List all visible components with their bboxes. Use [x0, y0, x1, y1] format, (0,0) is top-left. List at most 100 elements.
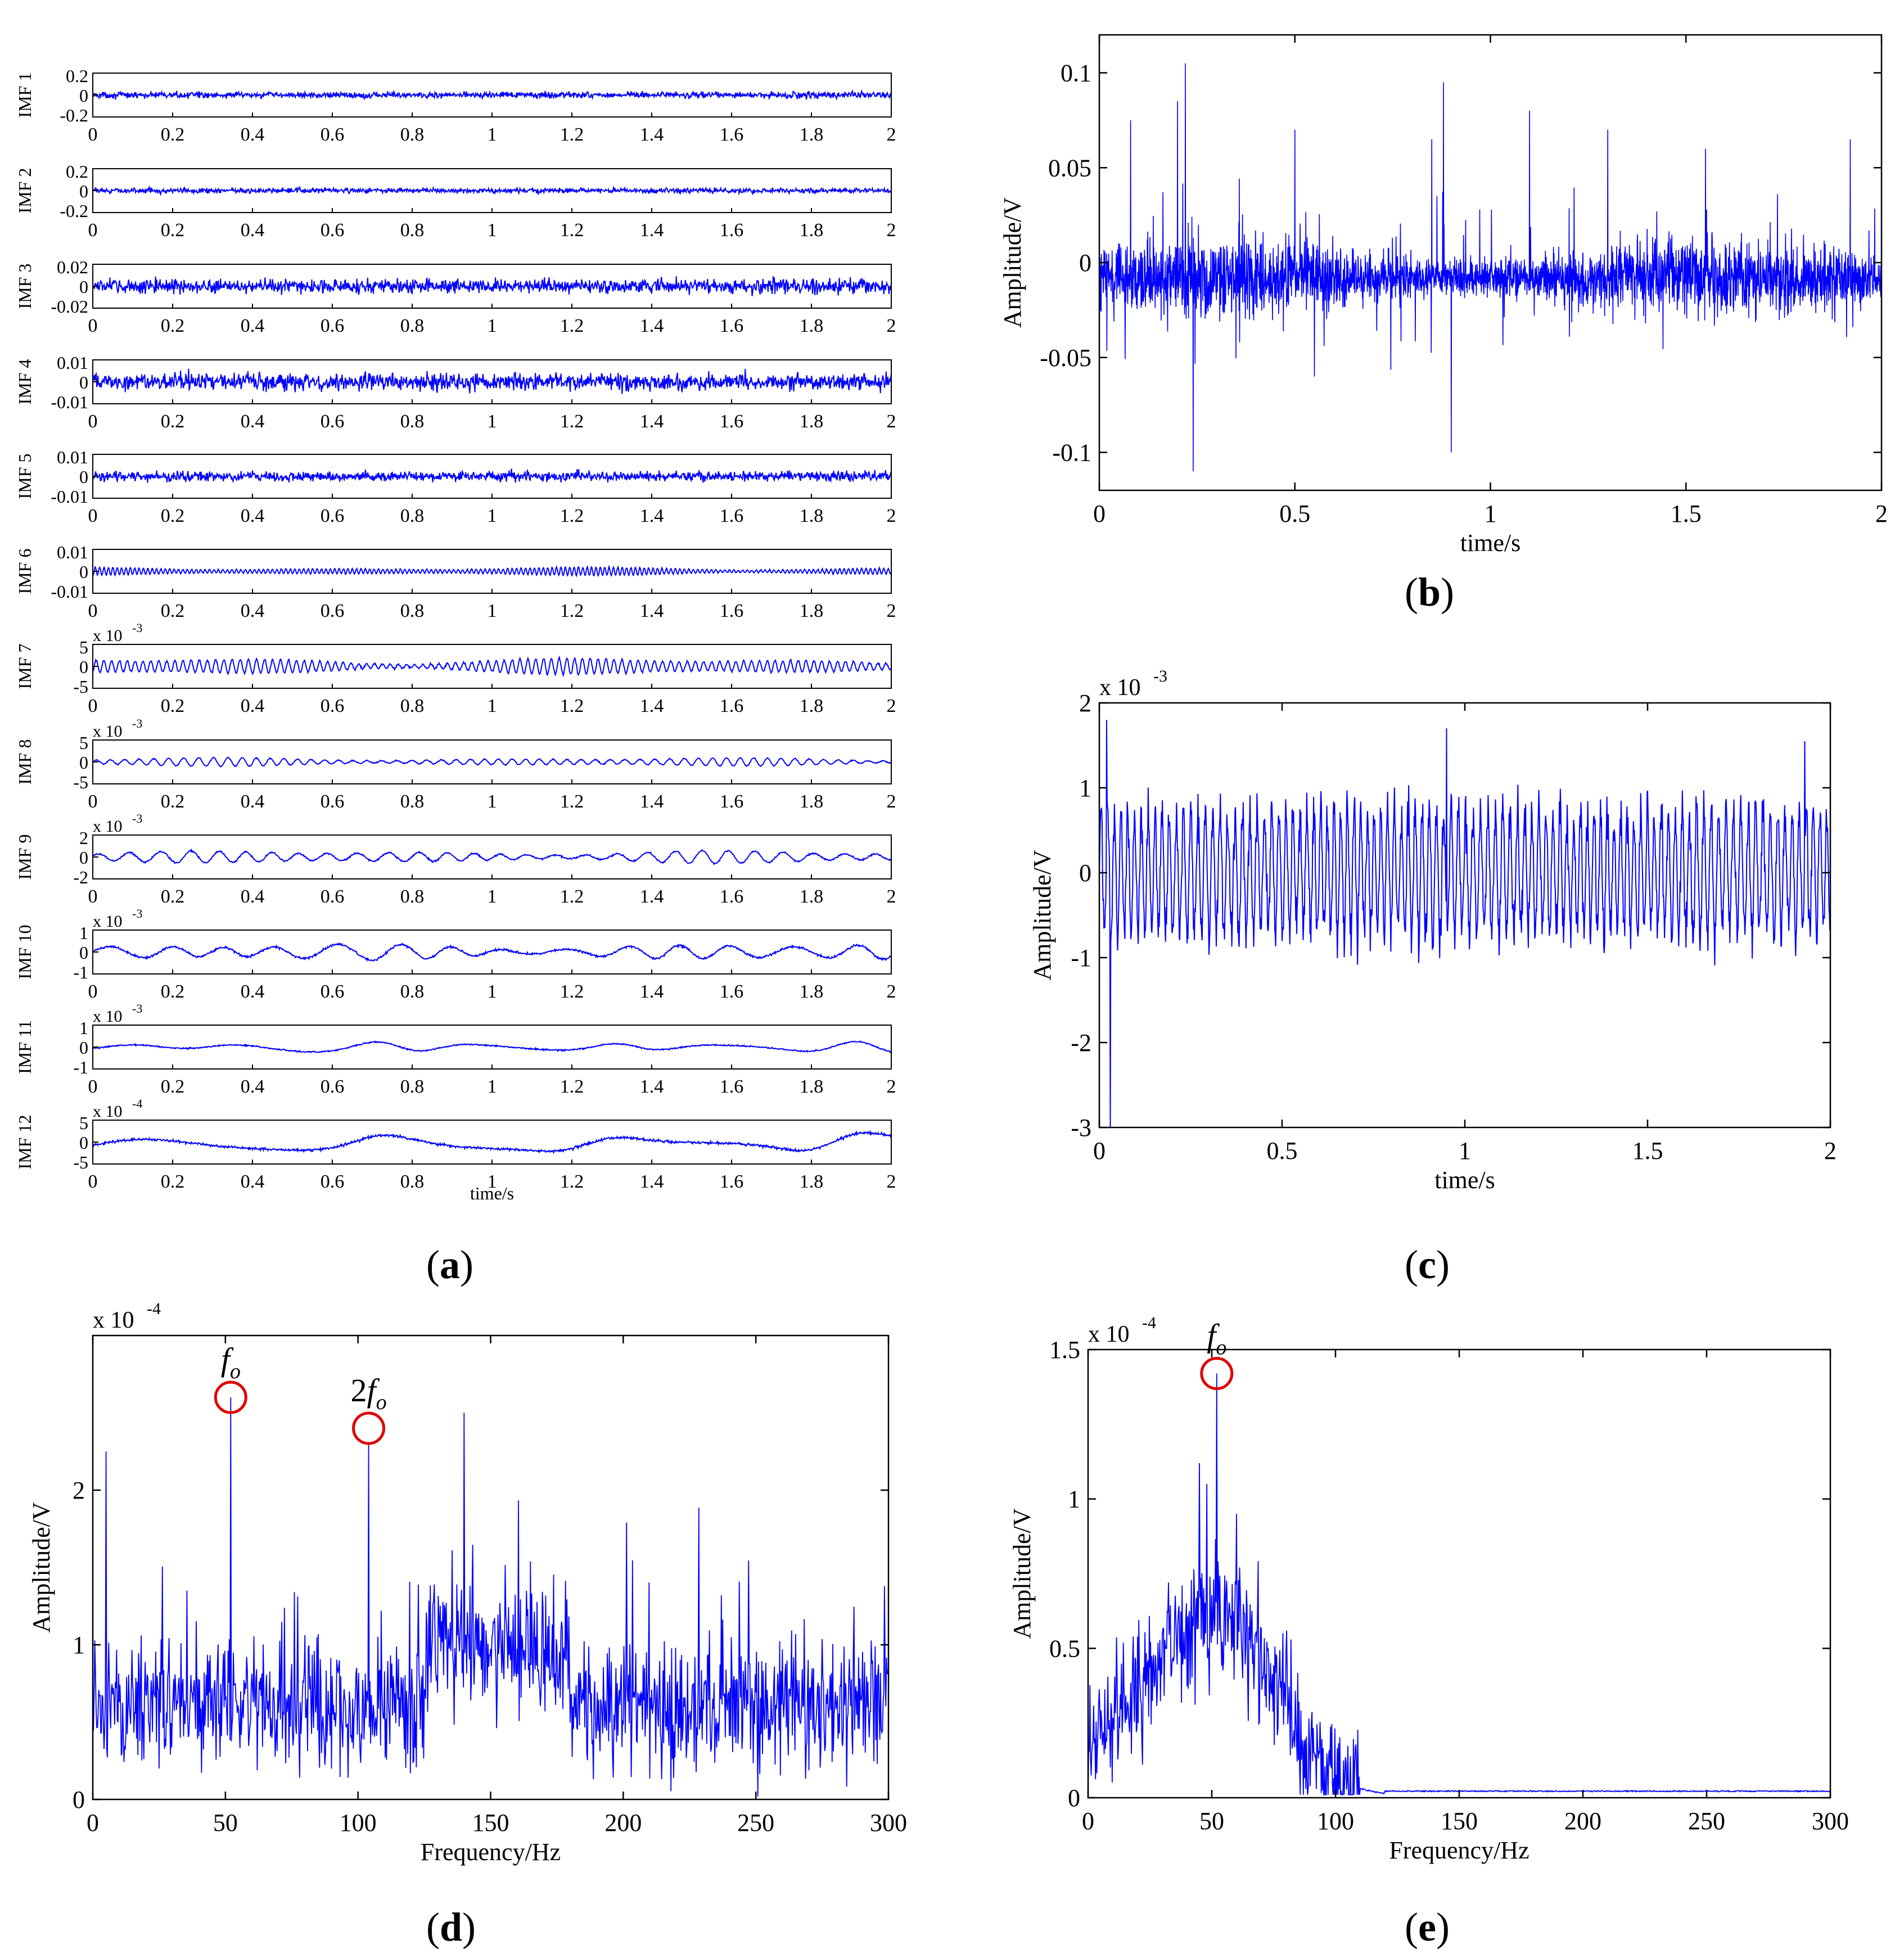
imf-ylabel: IMF 12: [15, 1115, 35, 1170]
imf-exponent-power: -3: [132, 906, 142, 921]
ytick-label: 0: [1079, 249, 1091, 277]
imf-ytick-label: 0: [79, 1037, 88, 1058]
imf-exponent-base: x 10: [93, 1007, 123, 1026]
imf-xtick-label: 1.4: [640, 1076, 664, 1097]
imf-xtick-label: 1: [488, 886, 497, 907]
imf-xtick-label: 0.6: [321, 220, 345, 241]
imf-ytick-label: -0.2: [60, 201, 88, 221]
xtick-label: 1: [1485, 500, 1497, 527]
ytick-label: 1: [1068, 1486, 1080, 1513]
panel-e: 0 50 100 150 200 250 300 1.5 1 0.5 0 Frequency/Hz Am…: [1008, 1314, 1849, 1864]
axes-box: [1098, 34, 1883, 491]
imf-xtick-label: 1.2: [560, 791, 584, 812]
xtick-label: 1.5: [1671, 500, 1702, 527]
imf-series-line: [92, 756, 892, 768]
imf-xtick-label: 0.4: [241, 315, 265, 336]
ytick-label: 2: [73, 1477, 85, 1504]
imf-xtick-label: 0.6: [321, 791, 345, 812]
imf-xtick-label: 0.4: [241, 696, 265, 716]
series-line: [92, 1397, 889, 1797]
imf-xtick-label: 1.8: [800, 220, 824, 241]
imf-xtick-label: 1.6: [720, 981, 744, 1002]
imf-ytick-label: 0.01: [57, 447, 88, 467]
ytick-label: 0.1: [1061, 60, 1091, 87]
imf-ytick-label: -5: [73, 772, 88, 792]
imf-ytick-label: -0.01: [51, 486, 88, 507]
peak-annotation: 2fo: [350, 1372, 387, 1445]
series-line: [1099, 63, 1882, 472]
imf-xtick-label: 0: [88, 1076, 98, 1097]
imf-ytick-label: -0.02: [51, 296, 88, 317]
imf-ylabel: IMF 11: [15, 1020, 35, 1074]
imf-ylabel: IMF 8: [15, 739, 35, 785]
imf-xtick-label: 1.4: [640, 411, 664, 432]
imf-xtick-label: 1: [488, 506, 497, 526]
imf-exponent-base: x 10: [93, 722, 123, 741]
imf-xtick-label: 2: [887, 981, 896, 1002]
imf-xtick-label: 0.8: [400, 981, 425, 1002]
imf-xtick-label: 0: [88, 220, 98, 241]
imf-exponent-base: x 10: [93, 1102, 123, 1121]
imf-xtick-label: 0.2: [161, 886, 185, 907]
ylabel: Amplitude/V: [1028, 850, 1056, 980]
axis-exponent: x 10 -3: [1099, 667, 1167, 701]
imf-xtick-label: 0: [88, 791, 98, 812]
imf-ytick-label: -2: [73, 867, 88, 887]
axis-exponent-power: -4: [1142, 1314, 1156, 1332]
ytick-label: -0.05: [1040, 344, 1091, 372]
ytick-label: 1: [1079, 774, 1091, 802]
imf-exponent: x 10 -4: [93, 1097, 142, 1121]
ytick-label: -2: [1071, 1029, 1091, 1057]
axes-box: [1087, 1348, 1831, 1799]
imf-exponent-power: -3: [132, 1001, 142, 1016]
peak-label: 2fo: [350, 1372, 386, 1414]
imf-exponent-base: x 10: [93, 817, 123, 836]
panel-b: 0 0.5 1 1.5 2 0.1 0.05 0 -0.05 -0.1 time/s Amplitud…: [999, 34, 1888, 557]
imf-xtick-label: 2: [887, 791, 896, 812]
imf-axes-box: [92, 1120, 892, 1165]
xtick-label: 250: [737, 1809, 774, 1837]
imf-xtick-label: 0: [88, 886, 98, 907]
imf-series-line: [92, 276, 892, 296]
xlabel: time/s: [1434, 1166, 1495, 1194]
imf-xtick-label: 1.6: [720, 1076, 744, 1097]
imf-xtick-label: 1.4: [640, 886, 664, 907]
imf-xtick-label: 0.8: [400, 601, 425, 621]
imf-xtick-label: 1.4: [640, 696, 664, 716]
imf-xtick-label: 0.6: [321, 506, 345, 526]
imf-xtick-label: 1: [488, 220, 497, 241]
imf-ytick-label: -0.01: [51, 581, 88, 602]
imf-xtick-label: 0.2: [161, 506, 185, 526]
imf-exponent: x 10 -3: [93, 716, 142, 741]
imf-xtick-label: 0.4: [241, 411, 265, 432]
xlabel: Frequency/Hz: [421, 1838, 561, 1866]
imf-ytick-label: 0: [79, 85, 88, 106]
imf-xtick-label: 0.4: [241, 1171, 265, 1192]
ytick-label: -3: [1071, 1114, 1091, 1142]
imf-ytick-label: 0.2: [66, 161, 88, 182]
imf-xtick-label: 1.4: [640, 981, 664, 1002]
imf-xtick-label: 0.2: [161, 220, 185, 241]
imf-xtick-label: 1.6: [720, 124, 744, 145]
imf-ytick-label: 5: [79, 1113, 88, 1133]
xtick-label: 150: [472, 1809, 509, 1837]
imf-xtick-label: 0.2: [161, 696, 185, 716]
imf-xtick-label: 0.2: [161, 791, 185, 812]
imf-xtick-label: 0: [88, 1171, 98, 1192]
imf-series-line: [92, 185, 892, 196]
imf-xtick-label: 0: [88, 696, 98, 716]
ylabel: Amplitude/V: [999, 197, 1026, 328]
imf-xtick-label: 0.8: [400, 411, 425, 432]
imf-xtick-label: 1.6: [720, 411, 744, 432]
xtick-label: 0: [1082, 1807, 1094, 1835]
imf-series-line: [92, 368, 892, 394]
imf-xtick-label: 1.6: [720, 601, 744, 621]
axis-exponent-power: -3: [1153, 667, 1167, 685]
xtick-label: 300: [1812, 1807, 1849, 1835]
imf-xtick-label: 1.4: [640, 220, 664, 241]
xtick-label: 2: [1824, 1137, 1837, 1165]
imf-series-line: [92, 89, 892, 101]
imf-ytick-label: 0: [79, 562, 88, 582]
imf-ytick-label: 0: [79, 1133, 88, 1153]
imf-xtick-label: 0.6: [321, 1076, 345, 1097]
